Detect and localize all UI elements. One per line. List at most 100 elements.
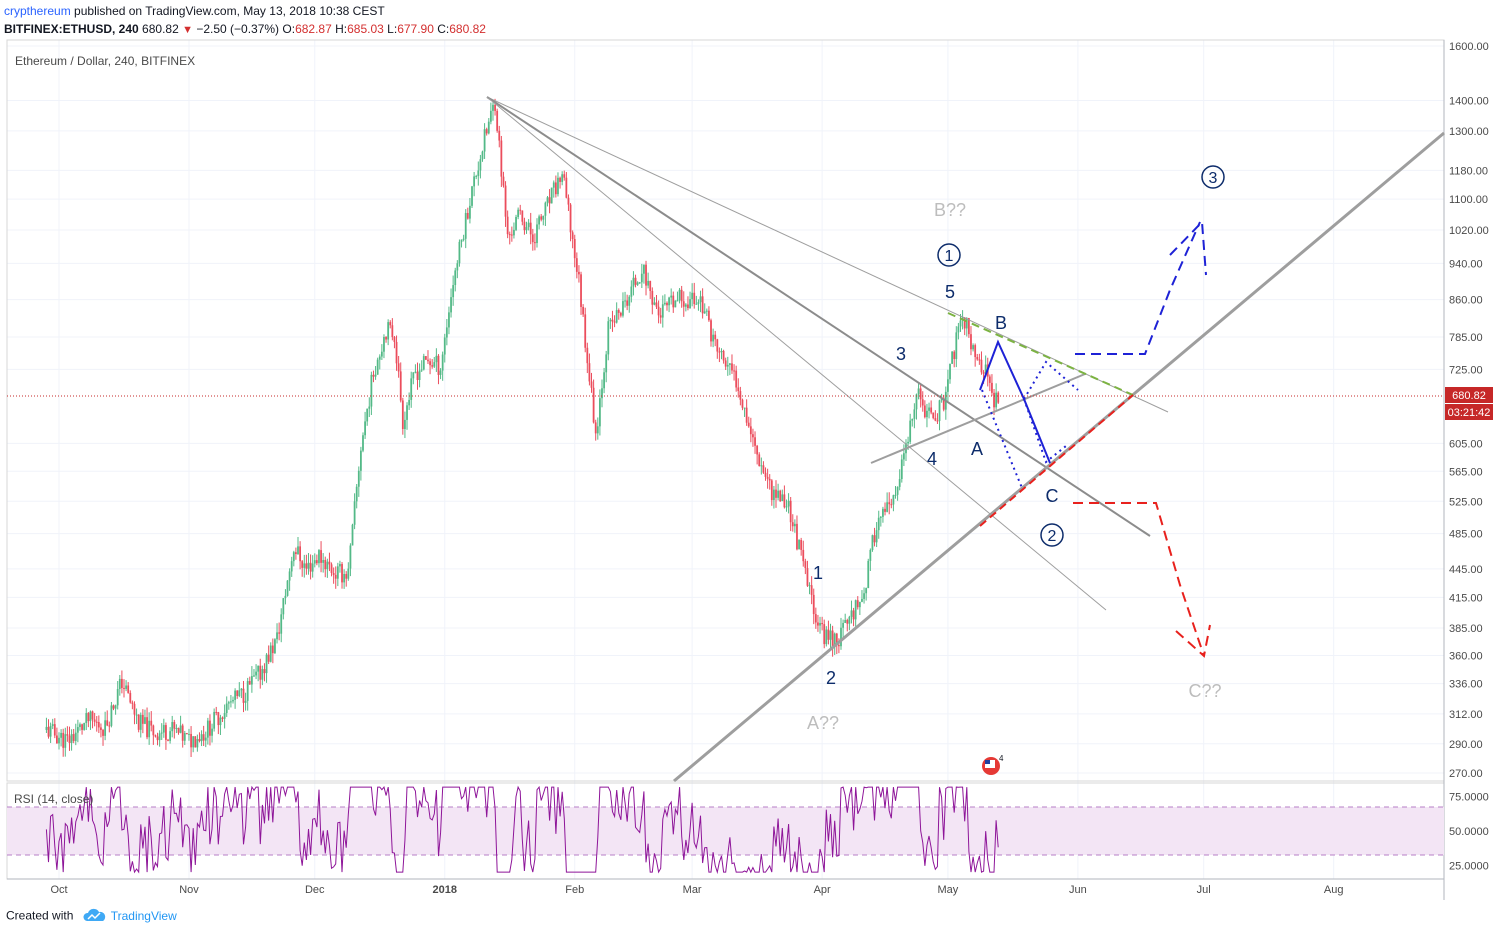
candle-body	[217, 712, 220, 726]
candle-body	[276, 632, 278, 640]
candle-body	[527, 222, 530, 228]
candle-body	[431, 365, 434, 367]
time-tick-label: 2018	[433, 884, 457, 896]
label-a-question: A??	[807, 713, 839, 733]
candle-body	[712, 334, 715, 342]
candle-body	[747, 422, 750, 427]
time-axis[interactable]: Oct Nov Dec 2018 Feb Mar Apr May Jun Jul Aug	[50, 884, 1343, 896]
wave-label-1: 1	[813, 563, 823, 583]
candle-body	[850, 610, 853, 617]
candle-body	[678, 289, 681, 301]
candle-body	[70, 734, 73, 743]
countdown-badge-text: 03:21:42	[1448, 407, 1491, 419]
candle-body	[613, 321, 616, 323]
candle-body	[271, 645, 274, 654]
candle-body	[437, 355, 440, 375]
candle-body	[865, 588, 868, 594]
candle-body	[988, 376, 991, 383]
candle-body	[292, 552, 295, 562]
candle-body	[108, 725, 111, 727]
candle-body	[515, 216, 517, 230]
candle-body	[842, 622, 844, 628]
candle-body	[728, 363, 731, 365]
candle-body	[51, 724, 54, 727]
candle-body	[695, 303, 698, 305]
rising-support-line	[673, 131, 1445, 783]
candle-body	[198, 738, 201, 742]
chart-frames	[6, 39, 1445, 900]
low-value: 677.90	[397, 22, 434, 36]
candle-body	[139, 714, 142, 730]
candle-body	[79, 724, 81, 728]
candle-body	[584, 314, 587, 348]
candle-body	[162, 725, 165, 733]
candle-body	[632, 277, 635, 287]
candle-body	[909, 420, 912, 442]
candle-body	[875, 530, 878, 543]
price-tick-label: 360.00	[1449, 650, 1483, 662]
candle-body	[188, 733, 190, 735]
candle-body	[64, 734, 67, 748]
candle-body	[475, 176, 478, 178]
created-with-label: Created with	[6, 908, 74, 923]
candle-body	[152, 725, 155, 736]
candle-body	[95, 721, 98, 723]
candle-body	[758, 454, 761, 466]
price-axis[interactable]: 1600.00 1400.00 1300.00 1180.00 1100.00 1020.…	[1449, 41, 1489, 780]
candle-body	[185, 733, 188, 735]
candle-body	[764, 472, 767, 477]
last-price-badge-text: 680.82	[1452, 390, 1486, 402]
candle-body	[253, 675, 255, 677]
candle-body	[473, 176, 476, 187]
candle-body	[418, 370, 421, 380]
candle-body	[684, 304, 687, 307]
candle-body	[68, 735, 71, 743]
candle-body	[670, 295, 673, 298]
price-tick-label: 312.00	[1449, 709, 1483, 721]
candle-body	[624, 300, 626, 302]
bear-scenario-path	[1073, 502, 1205, 657]
candle-body	[282, 598, 285, 615]
candle-body	[445, 327, 448, 338]
candle-body	[856, 600, 859, 608]
wave-label-3: 3	[896, 344, 906, 364]
candle-body	[609, 319, 612, 322]
candle-body	[278, 632, 281, 634]
candle-body	[349, 545, 352, 569]
candle-body	[932, 412, 935, 419]
candle-body	[408, 399, 411, 406]
candle-body	[345, 574, 348, 579]
candle-body	[833, 633, 836, 647]
candle-body	[693, 292, 696, 305]
candle-body	[569, 204, 572, 233]
candle-body	[915, 394, 918, 410]
author-link[interactable]: crypthereum	[4, 4, 71, 18]
candle-body	[697, 302, 700, 304]
candle-body	[326, 561, 329, 570]
flag-icon-canton	[985, 760, 990, 764]
candle-body	[731, 363, 733, 371]
candle-body	[877, 517, 880, 531]
candle-body	[563, 174, 566, 178]
candle-body	[460, 239, 463, 242]
candle-body	[892, 495, 895, 505]
candle-body	[959, 320, 962, 327]
candle-body	[179, 725, 182, 733]
candle-body	[561, 174, 564, 182]
candle-body	[267, 654, 270, 662]
candle-body	[737, 387, 740, 392]
circle-3-ring	[1201, 165, 1225, 189]
candle-body	[221, 717, 224, 719]
tradingview-link[interactable]: TradingView	[110, 908, 177, 923]
circled-labels: 1 2 3	[937, 165, 1225, 547]
price-tick-label: 940.00	[1449, 258, 1483, 270]
candle-body	[991, 382, 993, 393]
candle-body	[328, 561, 331, 565]
candle-body	[756, 445, 759, 455]
candle-body	[288, 571, 291, 581]
candle-body	[452, 285, 455, 298]
candle-body	[53, 724, 56, 736]
candle-body	[66, 734, 69, 736]
tradingview-cloud-icon[interactable]	[83, 908, 107, 925]
